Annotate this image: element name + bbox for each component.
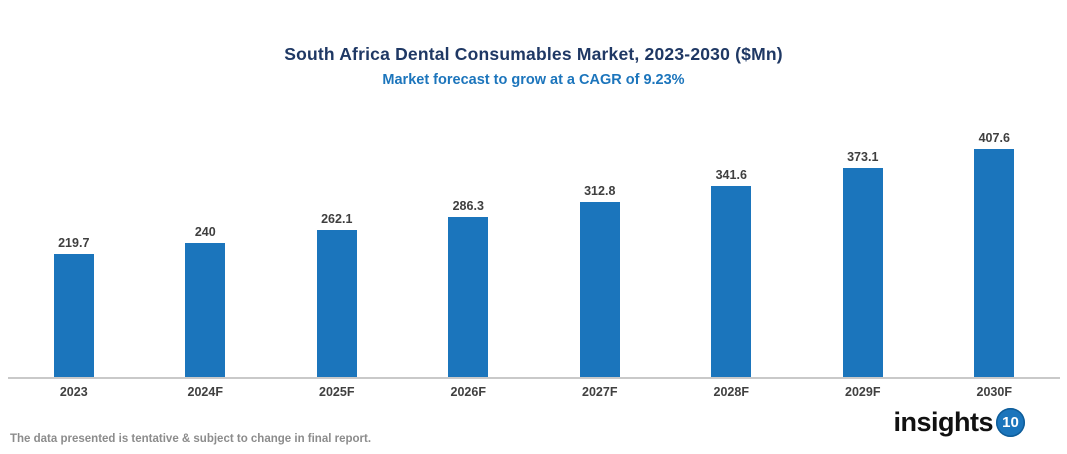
x-axis-label: 2025F	[319, 385, 355, 399]
bar-column: 407.6	[929, 125, 1061, 377]
logo-badge-icon: 10	[996, 408, 1025, 437]
bar	[53, 254, 94, 377]
bar-column: 312.8	[534, 125, 666, 377]
x-axis-label: 2030F	[976, 385, 1012, 399]
chart-title: South Africa Dental Consumables Market, …	[284, 44, 783, 64]
bar	[842, 168, 883, 377]
x-axis-label: 2027F	[582, 385, 618, 399]
footer-disclaimer: The data presented is tentative & subjec…	[10, 433, 372, 445]
bar-column: 341.6	[666, 125, 798, 377]
bar	[974, 148, 1015, 377]
logo-wordmark: insights	[893, 407, 993, 437]
x-axis-label: 2023	[59, 385, 88, 399]
insights10-logo: insights 10	[893, 407, 1025, 438]
bar	[711, 185, 752, 377]
bar-value-label: 341.6	[715, 167, 747, 182]
plot-area: 219.7 240 262.1 286.3 312.8 341.6 373.1 407.6 2…	[8, 125, 1060, 399]
bar	[316, 230, 357, 377]
x-axis-label: 2024F	[187, 385, 223, 399]
bar-value-label: 407.6	[978, 130, 1010, 145]
bar	[579, 201, 620, 377]
bar-column: 240	[140, 125, 272, 377]
bar-plot: 219.7 240 262.1 286.3 312.8 341.6 373.1 407.6	[8, 125, 1060, 377]
x-axis-label: 2029F	[845, 385, 881, 399]
chart-header: South Africa Dental Consumables Market, …	[0, 0, 1067, 88]
bar-value-label: 312.8	[584, 183, 616, 198]
x-axis-labels: 2023 2024F 2025F 2026F 2027F 2028F 2029F 2030F	[8, 385, 1060, 399]
bar	[185, 242, 226, 377]
bar-value-label: 373.1	[847, 150, 879, 165]
bar-value-label: 219.7	[58, 236, 90, 250]
bar-column: 373.1	[797, 125, 929, 377]
bar-value-label: 240	[194, 224, 216, 239]
bar-value-label: 262.1	[321, 212, 353, 227]
x-axis-label: 2026F	[450, 385, 486, 399]
x-axis-line	[8, 377, 1060, 379]
x-axis-label: 2028F	[713, 385, 749, 399]
bar-column: 262.1	[271, 125, 403, 377]
bar	[448, 216, 489, 377]
bar-value-label: 286.3	[452, 198, 484, 213]
bar-column: 286.3	[403, 125, 535, 377]
chart-subtitle: Market forecast to grow at a CAGR of 9.2…	[382, 72, 685, 88]
bar-column: 219.7	[8, 125, 140, 377]
